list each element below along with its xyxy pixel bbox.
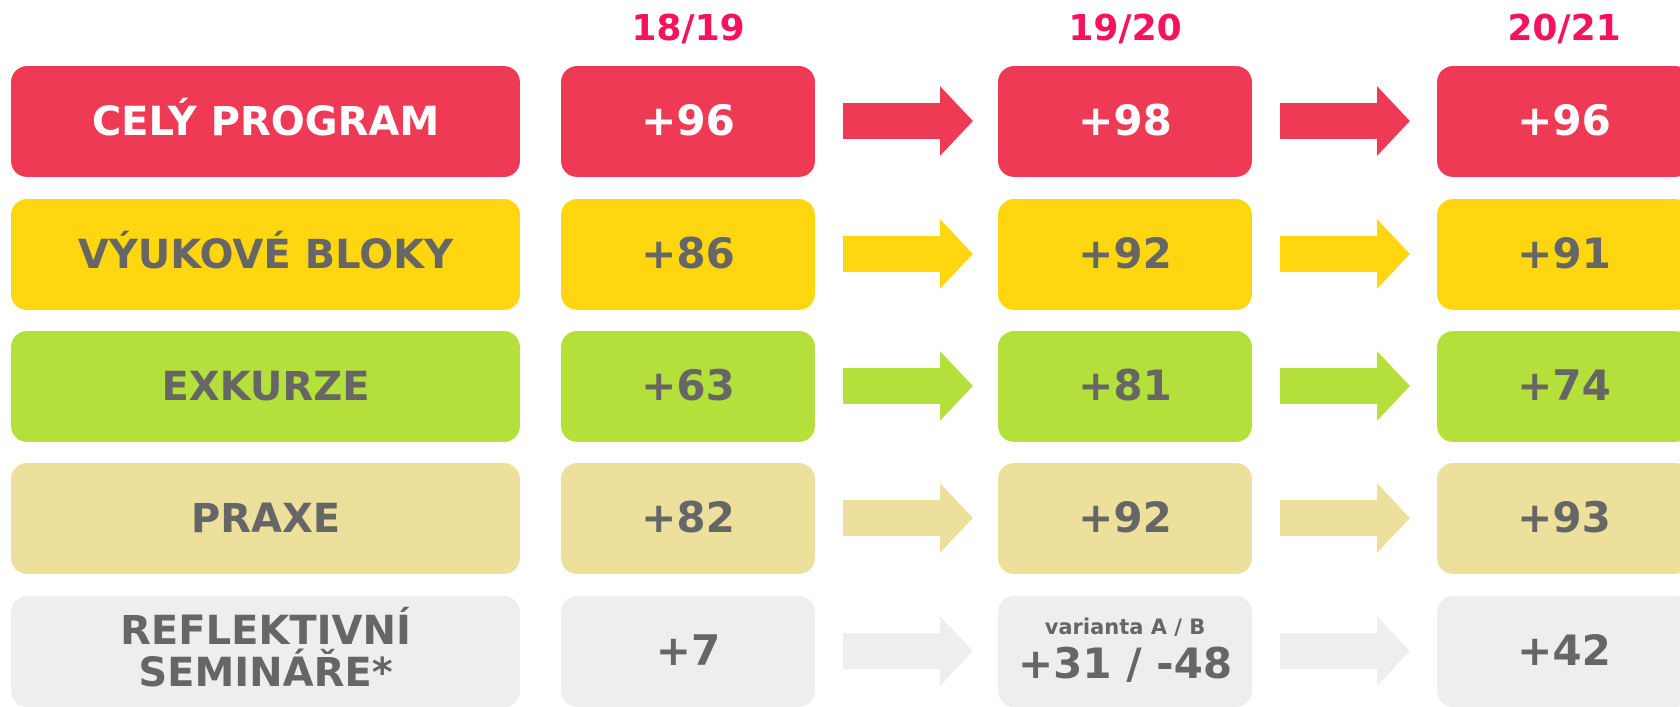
value-text: +93: [1517, 493, 1611, 543]
row-label: CELÝ PROGRAM: [11, 66, 520, 177]
value-text: +96: [1517, 96, 1611, 146]
value-cell: +96: [1437, 66, 1680, 177]
value-cell: +98: [998, 66, 1252, 177]
value-cell: +86: [561, 199, 815, 310]
arrow: [843, 86, 973, 156]
value-text: +98: [1078, 96, 1172, 146]
value-text: +86: [641, 229, 735, 279]
arrow: [843, 351, 973, 421]
row-label: REFLEKTIVNÍ SEMINÁŘE*: [11, 596, 520, 707]
value-text: +96: [641, 96, 735, 146]
value-text: +74: [1517, 361, 1611, 411]
value-text: +81: [1078, 361, 1172, 411]
value-cell: +81: [998, 331, 1252, 442]
arrow-shape: [843, 219, 973, 289]
value-text: +91: [1517, 229, 1611, 279]
arrow: [1280, 351, 1410, 421]
column-header: 18/19: [631, 8, 745, 49]
arrow-shape: [1280, 616, 1410, 686]
value-text: +42: [1517, 626, 1611, 676]
arrow-shape: [843, 86, 973, 156]
column-header: 20/21: [1507, 8, 1621, 49]
arrow: [1280, 616, 1410, 686]
value-cell: +92: [998, 199, 1252, 310]
arrow: [843, 616, 973, 686]
value-text: +92: [1078, 229, 1172, 279]
arrow: [1280, 219, 1410, 289]
value-text: +82: [641, 493, 735, 543]
value-cell: +93: [1437, 463, 1680, 574]
arrow-shape: [843, 616, 973, 686]
arrow: [843, 483, 973, 553]
arrow: [1280, 483, 1410, 553]
value-cell: +92: [998, 463, 1252, 574]
row-label: EXKURZE: [11, 331, 520, 442]
row-label: PRAXE: [11, 463, 520, 574]
value-text: +31 / -48: [1017, 639, 1233, 689]
arrow: [843, 219, 973, 289]
value-note: varianta A / B: [1044, 615, 1206, 640]
arrow: [1280, 86, 1410, 156]
arrow-shape: [1280, 483, 1410, 553]
value-cell: +82: [561, 463, 815, 574]
value-text: +63: [641, 361, 735, 411]
value-cell: +63: [561, 331, 815, 442]
value-cell: varianta A / B +31 / -48: [998, 596, 1252, 707]
arrow-shape: [1280, 351, 1410, 421]
value-cell: +74: [1437, 331, 1680, 442]
arrow-shape: [1280, 219, 1410, 289]
value-cell: +96: [561, 66, 815, 177]
column-header: 19/20: [1068, 8, 1182, 49]
row-label: VÝUKOVÉ BLOKY: [11, 199, 520, 310]
value-text: +7: [655, 626, 721, 676]
arrow-shape: [1280, 86, 1410, 156]
arrow-shape: [843, 351, 973, 421]
value-text: +92: [1078, 493, 1172, 543]
value-cell: +7: [561, 596, 815, 707]
arrow-shape: [843, 483, 973, 553]
value-cell: +42: [1437, 596, 1680, 707]
value-cell: +91: [1437, 199, 1680, 310]
